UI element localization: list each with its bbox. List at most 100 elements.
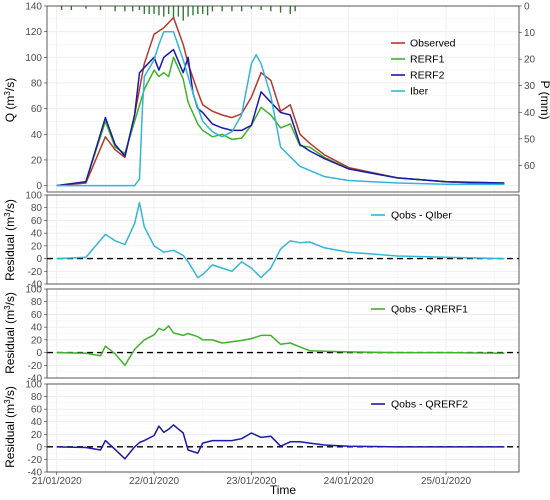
y-tick-label: 120 (25, 27, 42, 38)
y-tick-label: 140 (25, 2, 42, 13)
precipitation-bar (153, 6, 155, 14)
legend-entry: Observed (410, 38, 456, 50)
legend-entry: RERF1 (410, 54, 445, 66)
y-axis-label-residual-rerf1: Residual (m3/s) (3, 292, 17, 374)
y-axis-label-discharge: Q (m3/s) (3, 78, 17, 122)
precipitation-bar (158, 6, 160, 16)
y-tick-label: 40 (31, 417, 43, 428)
y-tick-label: 0 (36, 348, 42, 359)
precipitation-bar (131, 6, 134, 12)
y-tick-label: -40 (28, 468, 43, 479)
y-tick-label: 40 (31, 229, 43, 240)
legend-entry: RERF2 (410, 70, 445, 82)
y2-tick-label: 20 (524, 55, 536, 66)
panel-border (46, 194, 520, 285)
x-tick-label: 21/01/2020 (32, 476, 82, 487)
y-tick-label: 100 (25, 285, 42, 296)
y-tick-label: -20 (28, 267, 43, 278)
precipitation-bar (240, 6, 243, 12)
series-line (56, 325, 505, 367)
series-line (56, 424, 505, 460)
y-tick-label: 60 (31, 405, 43, 416)
discharge-panel: 0 20 40 60 80 100 120 140 0 10 20 30 40 50 60 Observed R… (25, 2, 536, 193)
y-tick-label: 0 (36, 442, 42, 453)
x-tick-label: 23/01/2020 (226, 476, 276, 487)
precipitation-bar (221, 6, 223, 12)
y-tick-label: 100 (25, 191, 42, 202)
precipitation-bar (124, 6, 126, 12)
y2-tick-label: 30 (524, 81, 536, 92)
y-tick-label: 60 (31, 310, 43, 321)
y-tick-label: 60 (31, 104, 43, 115)
precipitation-bar (148, 6, 150, 14)
precipitation-bar (70, 6, 73, 10)
precipitation-bar (143, 6, 146, 14)
panel-border (46, 383, 520, 473)
y-axis-label-residual-iber: Residual (m3/s) (3, 199, 17, 281)
precipitation-bar (182, 6, 184, 21)
precipitation-bar (163, 6, 165, 17)
y2-tick-label: 10 (524, 28, 536, 39)
series-line (56, 201, 505, 279)
panel-border (46, 5, 520, 193)
y-tick-label: 20 (31, 241, 43, 252)
x-tick-label: 25/01/2020 (421, 476, 471, 487)
precipitation-bar (85, 6, 87, 9)
precipitation-bar (192, 6, 194, 16)
precipitation-bar (206, 6, 209, 16)
y-tick-label: 40 (31, 323, 43, 334)
y-tick-label: 20 (31, 335, 43, 346)
precipitation-bar (279, 6, 282, 13)
series-line (56, 30, 505, 187)
legend-entry: Qobs - QRERF2 (391, 399, 468, 411)
y-tick-label: -20 (28, 361, 43, 372)
precipitation-bar (270, 6, 272, 12)
y-tick-label: 20 (31, 155, 43, 166)
y2-tick-label: 50 (524, 134, 536, 145)
precipitation-bar (177, 6, 180, 17)
precipitation-bar (172, 6, 175, 20)
precipitation-bar (294, 6, 296, 12)
precipitation-bar (167, 6, 170, 14)
y-tick-label: 0 (36, 254, 42, 265)
precipitation-bar (202, 6, 204, 14)
precipitation-bar (114, 6, 116, 12)
precipitation-bar (138, 6, 141, 10)
plot-background (47, 6, 519, 192)
panel-border (46, 288, 520, 379)
precipitation-bar (260, 6, 262, 10)
y2-tick-label: 60 (524, 161, 536, 172)
x-axis-ticks: 21/01/2020 22/01/2020 23/01/2020 24/01/2020… (32, 472, 471, 487)
precipitation-bar (250, 6, 253, 9)
x-axis-label: Time (270, 483, 297, 497)
y-tick-label: 0 (36, 181, 42, 192)
y-tick-label: -40 (28, 374, 43, 385)
x-tick-label: 24/01/2020 (324, 476, 374, 487)
legend-entry: Qobs - QIber (391, 210, 452, 222)
legend-entry: Qobs - QRERF1 (391, 304, 468, 316)
x-tick-label: 22/01/2020 (129, 476, 179, 487)
legend-entry: Iber (410, 86, 429, 98)
precipitation-bar (60, 6, 63, 10)
y-tick-label: 80 (31, 203, 43, 214)
y-tick-label: 40 (31, 130, 43, 141)
series-line (56, 56, 505, 187)
y-tick-label: -20 (28, 455, 43, 466)
y-tick-label: 80 (31, 392, 43, 403)
series-line (56, 48, 505, 187)
y-axis-label-precipitation: P (mm) (538, 80, 550, 119)
precipitation-bar (99, 6, 102, 10)
precipitation-bar (187, 6, 189, 17)
y2-tick-label: 0 (524, 2, 530, 13)
y-tick-label: 100 (25, 53, 42, 64)
y-tick-label: 100 (25, 380, 42, 391)
precipitation-bar (231, 6, 233, 12)
y-tick-label: 60 (31, 216, 43, 227)
y-tick-label: -40 (28, 280, 43, 291)
precipitation-bar (197, 6, 199, 14)
y2-tick-label: 40 (524, 108, 536, 119)
